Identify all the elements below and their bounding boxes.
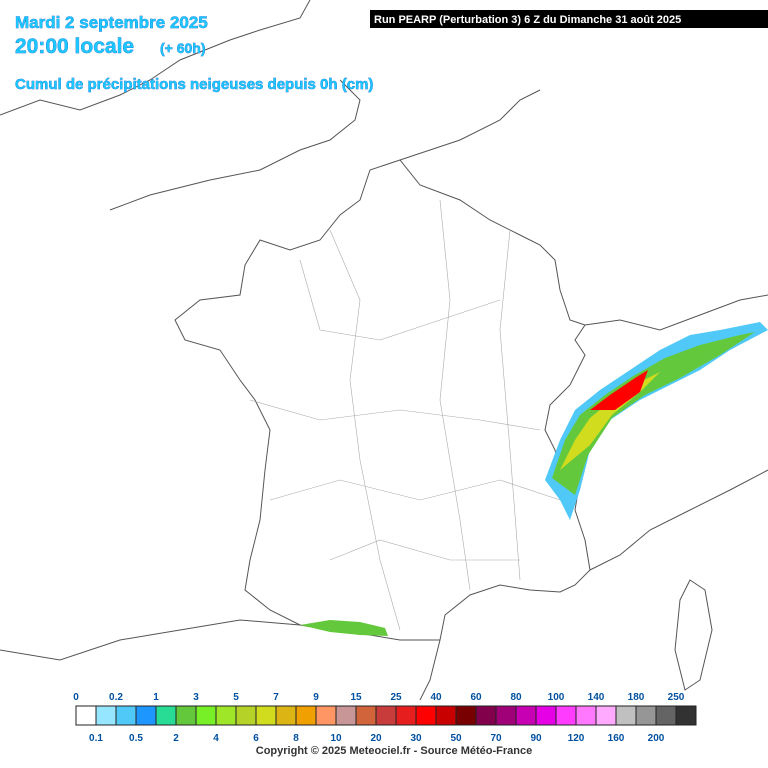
- legend-swatch: [475, 705, 497, 726]
- legend-label: 3: [193, 692, 199, 703]
- legend-label: 5: [233, 692, 239, 703]
- snow-areas: [300, 322, 768, 636]
- france-outline: [174, 159, 591, 641]
- snow-area: [560, 372, 660, 470]
- legend-swatch: [235, 705, 257, 726]
- spain-east-coast: [419, 639, 441, 701]
- basemap: [0, 0, 768, 701]
- legend-swatch: [275, 705, 297, 726]
- departments: [249, 199, 561, 631]
- legend-label: 6: [253, 733, 259, 744]
- legend-swatch: [155, 705, 177, 726]
- legend-swatch: [115, 705, 137, 726]
- benelux-coast: [399, 89, 541, 161]
- legend-label: 160: [608, 733, 625, 744]
- legend-swatch: [355, 705, 377, 726]
- legend-label: 10: [330, 733, 342, 744]
- legend-swatch: [515, 705, 537, 726]
- legend-label: 0.2: [109, 692, 123, 703]
- legend-swatch: [675, 705, 697, 726]
- legend-label: 50: [450, 733, 462, 744]
- legend-swatch: [75, 705, 97, 726]
- subtitle: Cumul de précipitations neigeuses depuis…: [15, 76, 373, 93]
- legend-swatch: [575, 705, 597, 726]
- legend-label: 7: [273, 692, 279, 703]
- legend-swatch: [215, 705, 237, 726]
- legend: 0 0.2 1 3 5 7 9 15 25 40 60 80 100 140 180 250 0.1 0.5 2 4 6…: [73, 692, 697, 744]
- italy-coast: [589, 469, 768, 571]
- legend-label: 15: [350, 692, 362, 703]
- legend-swatch: [175, 705, 197, 726]
- copyright: Copyright © 2025 Meteociel.fr - Source M…: [256, 745, 532, 757]
- legend-swatch: [335, 705, 357, 726]
- run-label: Run PEARP (Perturbation 3) 6 Z du Dimanc…: [374, 14, 681, 26]
- legend-swatch: [435, 705, 457, 726]
- legend-swatch: [375, 705, 397, 726]
- legend-label: 140: [588, 692, 605, 703]
- lead-time: (+ 60h): [160, 40, 206, 56]
- legend-label: 90: [530, 733, 542, 744]
- time: 20:00 locale: [15, 35, 134, 58]
- legend-swatch: [595, 705, 617, 726]
- run-banner: [370, 10, 768, 28]
- legend-label: 2: [173, 733, 179, 744]
- legend-swatch: [395, 705, 417, 726]
- legend-label: 8: [293, 733, 299, 744]
- legend-label: 250: [668, 692, 685, 703]
- snow-area: [300, 620, 388, 636]
- snow-area: [552, 332, 755, 495]
- legend-swatch: [555, 705, 577, 726]
- legend-label: 30: [410, 733, 422, 744]
- legend-swatch: [295, 705, 317, 726]
- legend-swatch: [195, 705, 217, 726]
- legend-swatch: [455, 705, 477, 726]
- legend-swatch: [495, 705, 517, 726]
- legend-swatch: [635, 705, 657, 726]
- date: Mardi 2 septembre 2025: [15, 13, 208, 32]
- legend-label: 0.5: [129, 733, 143, 744]
- legend-label: 20: [370, 733, 382, 744]
- legend-label: 0: [73, 692, 79, 703]
- legend-label: 25: [390, 692, 402, 703]
- legend-label: 60: [470, 692, 482, 703]
- legend-label: 200: [648, 733, 665, 744]
- legend-swatch: [255, 705, 277, 726]
- legend-label: 4: [213, 733, 219, 744]
- legend-swatch: [415, 705, 437, 726]
- uk-south-coast: [109, 79, 361, 211]
- spain-coast: [0, 619, 301, 661]
- legend-label: 0.1: [89, 733, 103, 744]
- legend-label: 70: [490, 733, 502, 744]
- legend-label: 120: [568, 733, 585, 744]
- legend-label: 1: [153, 692, 159, 703]
- legend-swatch: [95, 705, 117, 726]
- legend-label: 80: [510, 692, 522, 703]
- legend-swatch: [315, 705, 337, 726]
- legend-label: 40: [430, 692, 442, 703]
- snow-area: [590, 370, 648, 410]
- swiss-border: [584, 294, 768, 331]
- uk-coast: [0, 0, 311, 116]
- legend-swatch: [535, 705, 557, 726]
- legend-swatch: [615, 705, 637, 726]
- legend-label: 180: [628, 692, 645, 703]
- legend-swatch: [135, 705, 157, 726]
- legend-label: 100: [548, 692, 565, 703]
- legend-label: 9: [313, 692, 319, 703]
- corsica: [674, 579, 713, 691]
- legend-swatch: [655, 705, 677, 726]
